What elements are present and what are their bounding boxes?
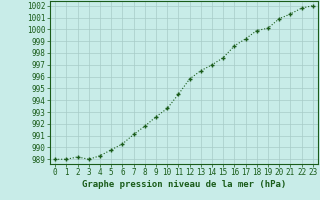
X-axis label: Graphe pression niveau de la mer (hPa): Graphe pression niveau de la mer (hPa) — [82, 180, 286, 189]
